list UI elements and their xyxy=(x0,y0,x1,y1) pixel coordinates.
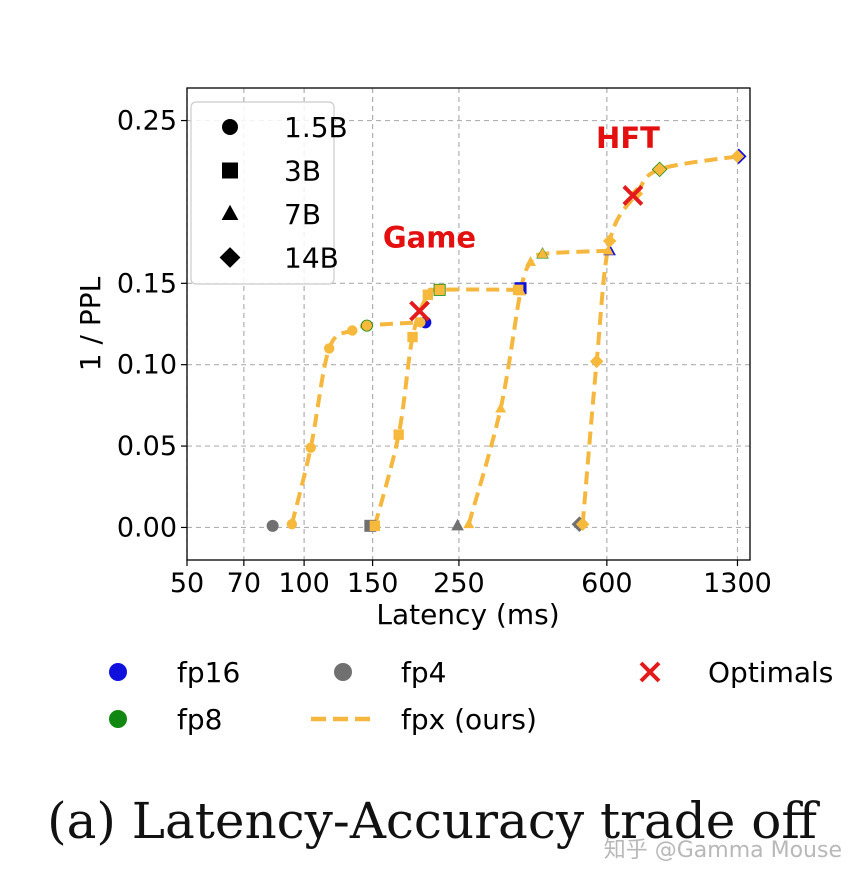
fpx-point-14B xyxy=(575,517,590,531)
optimal-marker-game xyxy=(409,300,430,322)
latency-accuracy-chart: 50 70 100 150 250 600 1300 0.00 0.05 0.10 0.15 0.25… xyxy=(74,87,833,736)
fpx-point-7B xyxy=(537,248,548,258)
legend-label-7B: 7B xyxy=(284,198,321,231)
fpx-line-3B xyxy=(372,287,519,527)
fpx-point-3B xyxy=(407,331,418,343)
y-tick-label: 0.10 xyxy=(117,350,177,381)
fpx-point-1.5B xyxy=(286,518,298,530)
legend-label-fp4: fp4 xyxy=(401,656,446,689)
fpx-point-3B xyxy=(393,429,404,440)
fpx-lines xyxy=(289,154,738,527)
legend-swatch-optimals-stroke-b xyxy=(639,661,661,683)
annotation-hft: HFT xyxy=(596,121,660,155)
fpx-point-7B xyxy=(525,256,537,267)
y-tick-label: 0.15 xyxy=(117,268,177,299)
fpx-point-7B xyxy=(495,402,507,413)
marker-legend-frame xyxy=(190,101,335,285)
fpx-point-7B xyxy=(515,285,526,296)
annotation-game: Game xyxy=(383,221,476,255)
legend-label-1.5B: 1.5B xyxy=(284,111,348,144)
fpx-point-3B xyxy=(422,289,434,300)
legend-label-optimal: Optimals xyxy=(708,656,833,689)
legend-label-14B: 14B xyxy=(284,242,339,275)
y-tick-label: 0.00 xyxy=(117,512,177,543)
fpx-point-1.5B xyxy=(323,343,335,354)
fpx-point-1.5B xyxy=(305,442,316,453)
annotations: Game HFT xyxy=(383,121,660,254)
y-tick-label: 0.25 xyxy=(117,106,177,137)
fpx-point-1.5B xyxy=(361,320,373,331)
figure-caption: (a) Latency-Accuracy trade off xyxy=(47,792,817,850)
legend-marker-square xyxy=(222,162,238,179)
data-points xyxy=(266,148,747,532)
x-tick-label: 100 xyxy=(278,568,330,599)
baseline-fp4-7B xyxy=(451,518,464,531)
legend-swatch-fp4 xyxy=(334,663,352,681)
legend-marker-circle xyxy=(222,119,238,135)
x-axis-label: Latency (ms) xyxy=(376,598,559,631)
legend-marker-triangle xyxy=(221,204,239,220)
x-tick-label: 250 xyxy=(433,568,485,599)
x-tick-label: 150 xyxy=(347,568,399,599)
legend-swatch-fp8 xyxy=(109,710,127,728)
optimal-marker-hft xyxy=(622,185,644,206)
baseline-fp4-1.5B xyxy=(266,519,279,532)
legend-label-3B: 3B xyxy=(284,155,321,188)
legend-swatch-fp16 xyxy=(109,663,127,681)
axis-ticks: 50 70 100 150 250 600 1300 0.00 0.05 0.10 0.15 0.25 xyxy=(117,106,772,599)
fpx-line-14B xyxy=(580,154,738,525)
plot-frame xyxy=(186,87,751,561)
legend-label-fp8: fp8 xyxy=(177,703,222,736)
legend-label-fpx_line: fpx (ours) xyxy=(401,703,537,736)
fpx-point-1.5B xyxy=(347,325,358,336)
fpx-point-7B xyxy=(463,518,475,529)
x-tick-label: 70 xyxy=(227,568,261,599)
fpx-point-1.5B xyxy=(415,317,426,328)
marker-legend: 1.5B 3B 7B 14B xyxy=(190,101,348,285)
fpx-point-3B xyxy=(369,520,381,532)
legend-label-fp16: fp16 xyxy=(177,656,240,689)
fpx-point-14B xyxy=(730,149,745,164)
x-tick-label: 1300 xyxy=(703,568,772,599)
optimal-marker-game-stroke-b xyxy=(409,300,430,322)
x-tick-label: 50 xyxy=(170,568,204,599)
optimal-marker-hft-stroke-b xyxy=(622,185,644,206)
precision-legend: fp16 fp4 Optimals fp8 fpx (ours) xyxy=(109,656,833,736)
fpx-point-7B xyxy=(602,244,614,255)
y-axis-label: 1 / PPL xyxy=(74,276,107,371)
fpx-point-14B xyxy=(652,162,667,177)
x-tick-label: 600 xyxy=(581,568,633,599)
legend-swatch-optimals xyxy=(639,661,661,683)
legend-marker-diamond xyxy=(219,247,241,268)
fpx-point-14B xyxy=(602,234,617,248)
y-tick-label: 0.05 xyxy=(117,431,177,462)
watermark: 知乎 @Gamma Mouse xyxy=(603,838,842,863)
fpx-point-14B xyxy=(589,354,604,369)
fpx-point-3B xyxy=(434,284,445,296)
